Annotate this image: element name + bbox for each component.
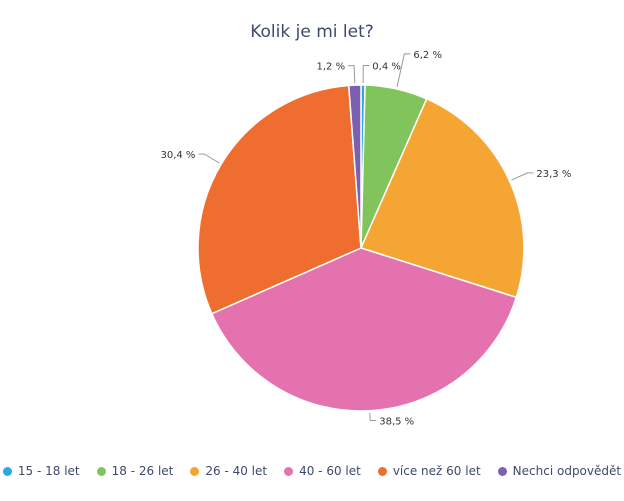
legend-label: 15 - 18 let (17, 464, 80, 478)
legend-swatch (284, 466, 294, 476)
data-label: 1,2 % (317, 62, 346, 73)
legend-label: 40 - 60 let (299, 464, 361, 478)
legend-swatch (377, 466, 387, 476)
legend-item[interactable]: 40 - 60 let (284, 464, 361, 478)
pie-slice[interactable] (347, 84, 362, 249)
legend-swatch (2, 466, 12, 476)
legend: 15 - 18 let 18 - 26 let 26 - 40 let 40 -… (0, 464, 624, 478)
label-connector (362, 64, 370, 84)
legend-swatch (96, 466, 106, 476)
legend-label: více než 60 let (392, 464, 481, 478)
data-label: 23,3 % (536, 169, 571, 180)
chart-title: Kolik je mi let? (250, 22, 374, 42)
legend-label: Nechci odpovědět (512, 464, 622, 478)
legend-label: 18 - 26 let (111, 464, 174, 478)
legend-item[interactable]: 18 - 26 let (96, 464, 174, 478)
legend-item[interactable]: Nechci odpovědět (497, 464, 622, 478)
label-connector (348, 65, 356, 84)
label-connector (396, 53, 411, 88)
data-label: 30,4 % (160, 150, 195, 161)
legend-label: 26 - 40 let (205, 464, 268, 478)
pie-slice[interactable] (210, 247, 518, 412)
pie-chart: 0,4 % 6,2 % 23,3 % 38,5 % 30,4 % 1,2 % (160, 50, 571, 428)
legend-item[interactable]: více než 60 let (377, 464, 481, 478)
data-label: 6,2 % (413, 50, 442, 61)
legend-item[interactable]: 15 - 18 let (2, 464, 80, 478)
label-connector (369, 412, 377, 422)
data-label: 38,5 % (379, 417, 414, 428)
label-connector (511, 172, 534, 181)
label-connector (198, 153, 220, 164)
pie-slice[interactable] (197, 84, 362, 315)
legend-swatch (190, 466, 200, 476)
pie-slice[interactable] (359, 97, 525, 299)
legend-swatch (497, 466, 507, 476)
legend-item[interactable]: 26 - 40 let (190, 464, 267, 478)
data-label: 0,4 % (372, 61, 401, 72)
